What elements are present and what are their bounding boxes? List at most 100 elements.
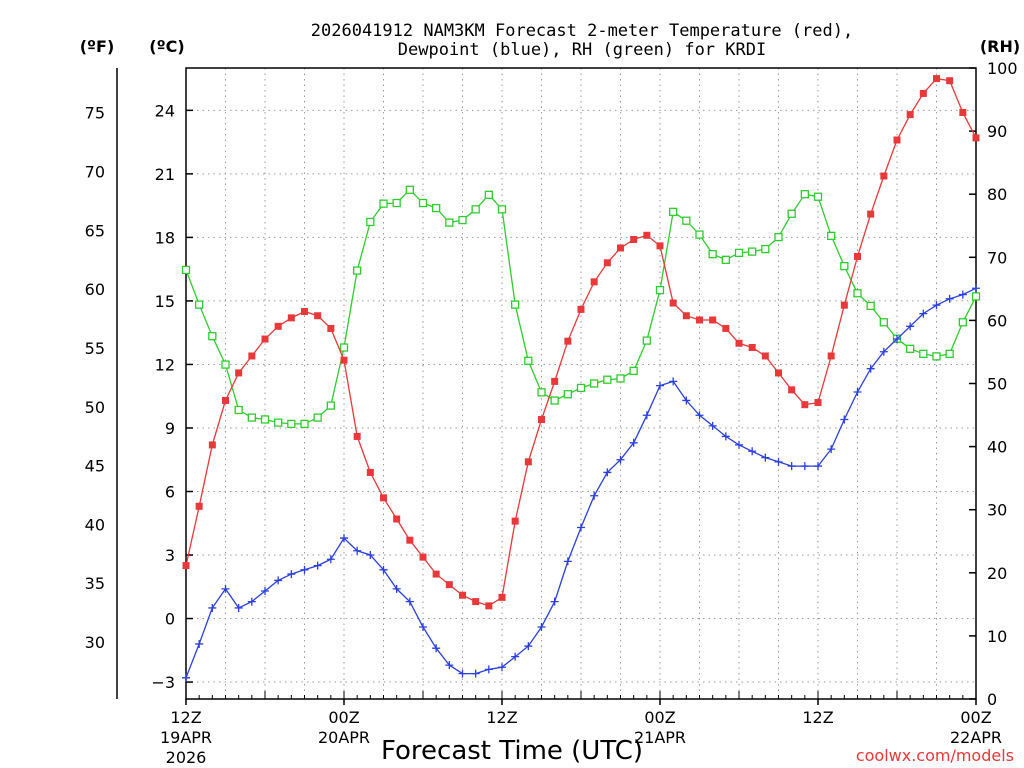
rh-point [445,218,454,227]
temperature-point [314,312,322,320]
fahrenheit-tick-label: 70 [85,163,105,182]
temperature-point [551,377,559,385]
celsius-tick-label: 24 [155,101,175,120]
rh-point [629,366,638,376]
dewpoint-point [287,570,296,579]
dewpoint-point [221,584,230,593]
dewpoint-point [392,584,401,593]
temperature-point [722,324,730,332]
rh-point [813,192,823,201]
rh-point [563,390,572,399]
time-tick-label: 00Z [328,708,359,727]
temperature-point [564,337,572,345]
celsius-tick-label: 9 [165,419,175,438]
celsius-tick-label: 12 [155,355,175,374]
fahrenheit-tick-label: 75 [85,104,105,123]
fahrenheit-tick-label: 55 [85,339,105,358]
date-tick-label: 19APR [160,728,212,747]
dewpoint-point [550,597,559,606]
rh-tick-label: 70 [987,248,1007,267]
dewpoint-point [761,453,770,462]
dewpoint-point [945,294,954,303]
dewpoint-point [616,455,625,464]
temperature-point [814,399,822,407]
temperature-point [459,591,466,599]
rh-point [484,190,493,199]
rh-point [787,209,796,218]
rh-point [879,318,888,327]
temperature-point [775,369,782,377]
fahrenheit-tick-label: 50 [85,398,105,417]
dewpoint-point [340,534,348,543]
dewpoint-point [208,603,217,612]
temperature-point [577,305,585,313]
rh-point [405,185,414,194]
rh-point [748,247,757,256]
dewpoint-point [195,639,204,648]
series-dewpoint [182,284,980,682]
rh-point [695,230,704,239]
rh-point [339,343,349,352]
rh-tick-label: 30 [987,501,1007,520]
temperature-point [327,324,335,332]
dewpoint-point [511,652,520,661]
dewpoint-point [590,491,599,500]
temperature-point [867,210,875,218]
rh-point [590,379,599,388]
fahrenheit-tick-label: 30 [85,633,105,652]
dewpoint-point [972,284,980,293]
rh-tick-label: 20 [987,564,1007,583]
dewpoint-point [800,462,809,471]
rh-point [840,261,849,271]
dewpoint-point [274,576,283,585]
data-series [181,75,981,682]
rh-point [234,405,243,415]
fahrenheit-tick-label: 45 [85,457,105,476]
rh-point [734,248,744,258]
temperature-point [669,299,677,307]
dewpoint-point [379,565,388,574]
dewpoint-point [234,603,243,612]
rh-point [208,332,217,341]
temperature-point [696,316,703,324]
celsius-tick-label: 0 [165,610,175,629]
time-tick-label: 12Z [802,708,833,727]
x-axis-title: Forecast Time (UTC) [381,736,643,766]
temperature-point [235,369,243,377]
rh-point [682,216,691,225]
temperature-point [893,136,901,144]
dewpoint-point [524,642,533,651]
dewpoint-point [182,673,190,682]
date-tick-label: 22APR [950,728,1002,747]
temperature-point [959,108,967,116]
celsius-unit-label: (ºC) [149,37,184,56]
celsius-tick-label: 18 [155,228,175,247]
rh-point [576,383,586,393]
dewpoint-point [484,665,493,674]
celsius-tick-label: 6 [165,482,175,501]
dewpoint-point [353,546,362,555]
dewpoint-point [445,661,454,670]
rh-point [550,396,559,405]
rh-point [379,199,388,208]
dewpoint-point [787,462,796,471]
rh-point [616,374,625,383]
temperature-point [617,244,624,252]
rh-point [827,231,836,240]
dewpoint-point [774,457,783,466]
dewpoint-point [313,561,322,570]
dewpoint-point [906,322,915,331]
chart-title-line-1: 2026041912 NAM3KM Forecast 2-meter Tempe… [311,21,853,41]
celsius-tick-label: −3 [151,673,175,692]
temperature-point [445,581,453,589]
rh-point [458,215,467,225]
rh-tick-label: 50 [987,375,1007,394]
dewpoint-point [498,663,506,672]
temperature-point [222,396,229,404]
dewpoint-point [300,565,309,574]
dewpoint-point [735,440,743,449]
fahrenheit-tick-label: 40 [85,515,105,534]
rh-point [669,207,678,217]
temperature-point [406,536,414,544]
temperature-point [590,278,598,286]
